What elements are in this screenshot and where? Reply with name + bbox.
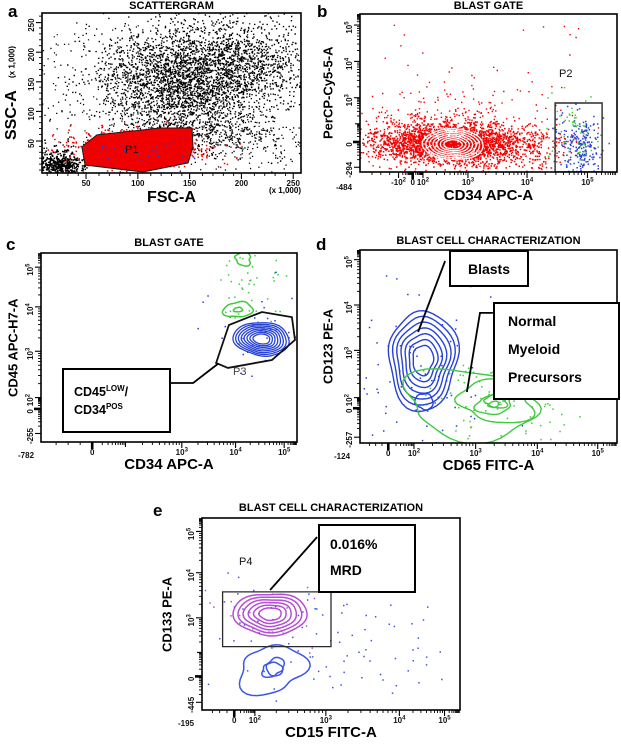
svg-text:250: 250 — [287, 179, 301, 188]
panel-a-title: SCATTERGRAM — [129, 0, 214, 12]
svg-text:105: 105 — [26, 263, 36, 276]
annotation-line: CD45LOW/ — [74, 383, 129, 399]
svg-text:102: 102 — [26, 393, 36, 406]
panel-e-x-axis-label: CD15 FITC-A — [285, 724, 377, 741]
svg-text:105: 105 — [438, 716, 451, 726]
svg-text:0: 0 — [187, 676, 196, 681]
svg-text:250: 250 — [27, 18, 36, 32]
gate-label-p2: P2 — [559, 68, 573, 80]
gate-label-p4: P4 — [239, 556, 253, 568]
svg-text:104: 104 — [26, 303, 36, 316]
gate-label-p1: P1 — [125, 144, 139, 156]
annotation-line: Normal — [508, 313, 557, 329]
panel-b-x-axis-label: CD34 APC-A — [443, 187, 534, 204]
annotation-line: CD34POS — [74, 402, 123, 418]
annotation-cd45low-cd34pos: CD45LOW/ CD34POS — [62, 368, 171, 433]
annotation-line: 0.016% — [330, 536, 378, 552]
annotation-line: MRD — [330, 562, 362, 578]
svg-text:0: 0 — [410, 178, 415, 187]
svg-text:0: 0 — [386, 449, 391, 458]
svg-text:104: 104 — [345, 301, 355, 314]
svg-text:-255: -255 — [26, 427, 35, 444]
svg-text:100: 100 — [27, 107, 36, 121]
svg-text:105: 105 — [592, 449, 605, 459]
svg-text:-445: -445 — [187, 696, 196, 713]
panel-d-title: BLAST CELL CHARACTERIZATION — [396, 235, 581, 247]
svg-text:104: 104 — [229, 448, 242, 458]
annotation-normal-myeloid-precursors: Normal Myeloid Precursors — [493, 302, 620, 400]
svg-text:0: 0 — [345, 408, 354, 413]
panel-b-y-axis-label: PerCP-Cy5-5-A — [320, 46, 336, 140]
panel-a-x-axis-units: (x 1,000) — [268, 186, 301, 195]
svg-text:102: 102 — [408, 449, 421, 459]
panel-e-x-axis-min: -195 — [178, 719, 195, 728]
svg-text:103: 103 — [470, 449, 483, 459]
panel-a-y-axis-label: SSC-A (x 1,000) — [1, 13, 23, 173]
panel-d-y-axis-label: CD123 PE-A — [320, 308, 336, 385]
svg-text:104: 104 — [531, 449, 544, 459]
svg-text:150: 150 — [183, 179, 197, 188]
svg-text:-294: -294 — [345, 161, 354, 178]
svg-text:105: 105 — [345, 255, 355, 268]
svg-text:0: 0 — [90, 448, 95, 457]
svg-text:200: 200 — [235, 179, 249, 188]
annotation-blasts: Blasts — [449, 250, 529, 287]
panel-letter-a: a — [8, 2, 18, 21]
panel-c-x-axis-label: CD34 APC-A — [124, 456, 214, 473]
panel-e-title: BLAST CELL CHARACTERIZATION — [238, 502, 424, 514]
panel-letter-c: c — [6, 235, 16, 254]
svg-text:103: 103 — [345, 93, 355, 106]
svg-text:0: 0 — [26, 409, 35, 414]
svg-text:102: 102 — [249, 716, 262, 726]
svg-text:-102: -102 — [391, 178, 407, 188]
svg-text:-257: -257 — [345, 431, 354, 448]
svg-text:104: 104 — [521, 178, 534, 188]
svg-text:105: 105 — [581, 178, 594, 188]
svg-text:150: 150 — [27, 77, 36, 91]
annotation-mrd-percent: 0.016% MRD — [318, 524, 416, 593]
panel-e-y-axis-label: CD133 PE-A — [159, 576, 175, 652]
svg-text:102: 102 — [345, 393, 355, 406]
annotation-line: Myeloid — [508, 341, 561, 357]
gate-label-p3: P3 — [233, 366, 247, 378]
panel-b-title: BLAST GATE — [453, 0, 524, 12]
panel-letter-e: e — [153, 501, 163, 520]
svg-text:102: 102 — [417, 178, 430, 188]
y-axis-units: (x 1,000) — [7, 46, 17, 79]
annotation-line: Blasts — [467, 260, 511, 277]
y-axis-name: SSC-A — [3, 90, 20, 140]
panel-b-x-axis-min: -484 — [336, 183, 353, 192]
svg-text:200: 200 — [27, 47, 36, 61]
svg-text:103: 103 — [320, 716, 333, 726]
svg-text:0: 0 — [345, 142, 354, 147]
svg-text:105: 105 — [345, 21, 355, 34]
svg-text:100: 100 — [131, 179, 145, 188]
panel-c-title: BLAST GATE — [134, 237, 204, 249]
panel-letter-b: b — [317, 2, 328, 21]
svg-text:103: 103 — [345, 346, 355, 359]
svg-text:103: 103 — [26, 347, 36, 360]
svg-text:0: 0 — [232, 716, 237, 725]
svg-text:103: 103 — [462, 178, 475, 188]
panel-c-x-axis-min: -782 — [18, 451, 35, 460]
panel-d-x-axis-label: CD65 FITC-A — [442, 457, 535, 474]
annotation-line: Precursors — [508, 369, 582, 385]
svg-text:105: 105 — [278, 448, 291, 458]
svg-text:105: 105 — [187, 527, 197, 540]
panel-c-y-axis-label: CD45 APC-H7-A — [5, 298, 21, 397]
svg-text:50: 50 — [27, 139, 36, 148]
panel-d-x-axis-min: -124 — [334, 452, 351, 461]
svg-text:103: 103 — [187, 614, 197, 627]
svg-text:50: 50 — [82, 179, 91, 188]
panel-letter-d: d — [316, 235, 327, 254]
panel-a-x-axis-label: FSC-A — [147, 189, 196, 206]
svg-text:103: 103 — [176, 448, 189, 458]
svg-text:104: 104 — [345, 57, 355, 70]
svg-text:104: 104 — [393, 716, 406, 726]
svg-text:104: 104 — [187, 568, 197, 581]
